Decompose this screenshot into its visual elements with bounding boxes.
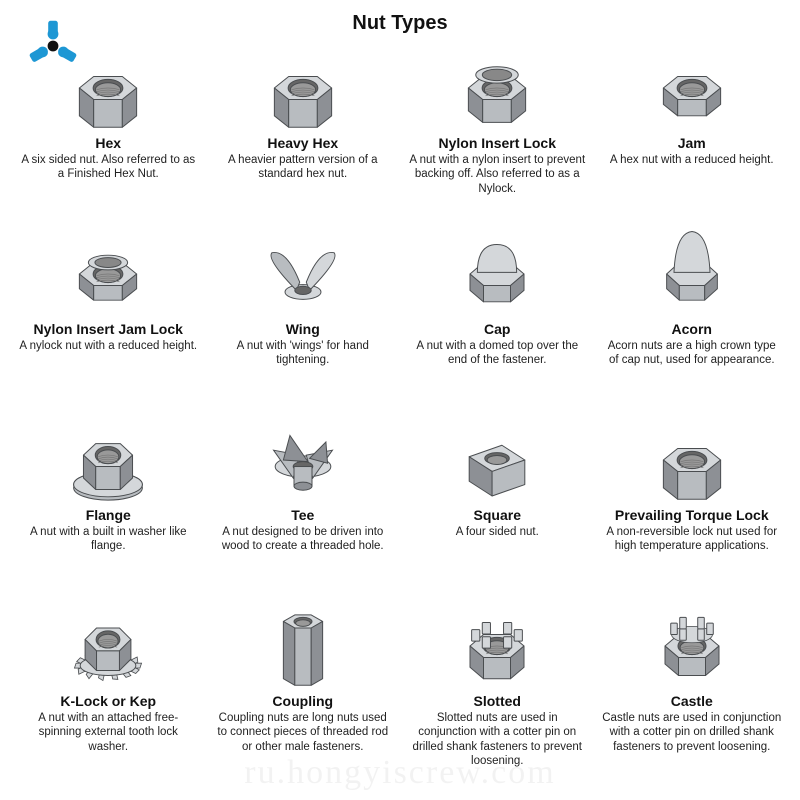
nut-illustration (642, 229, 742, 319)
nut-cell: Heavy Hex A heavier pattern version of a… (209, 43, 398, 223)
nut-cell: Wing A nut with 'wings' for hand tighten… (209, 229, 398, 409)
nut-name: Acorn (672, 321, 712, 337)
nut-name: Nylon Insert Lock (439, 135, 556, 151)
nut-name: Heavy Hex (267, 135, 338, 151)
nut-name: Hex (95, 135, 121, 151)
nut-name: Slotted (474, 693, 521, 709)
nut-description: A nut with an attached free-spinning ext… (14, 711, 203, 754)
nut-illustration (253, 229, 353, 319)
nut-cell: Slotted Slotted nuts are used in conjunc… (403, 601, 592, 781)
nut-illustration (253, 601, 353, 691)
nut-description: A nut with a built in washer like flange… (14, 525, 203, 554)
nut-grid: Hex A six sided nut. Also referred to as… (0, 35, 800, 795)
nut-description: A six sided nut. Also referred to as a F… (14, 153, 203, 182)
nut-name: Prevailing Torque Lock (615, 507, 769, 523)
nut-cell: Square A four sided nut. (403, 415, 592, 595)
brand-logo (18, 10, 88, 70)
nut-name: K-Lock or Kep (60, 693, 156, 709)
nut-illustration (447, 229, 547, 319)
nut-cell: Hex A six sided nut. Also referred to as… (14, 43, 203, 223)
nut-description: A four sided nut. (452, 525, 543, 539)
nut-name: Jam (678, 135, 706, 151)
nut-illustration (58, 601, 158, 691)
page-title: Nut Types (0, 0, 800, 35)
nut-name: Square (474, 507, 521, 523)
nut-description: A nylock nut with a reduced height. (15, 339, 201, 353)
nut-name: Cap (484, 321, 510, 337)
nut-cell: Tee A nut designed to be driven into woo… (209, 415, 398, 595)
nut-name: Nylon Insert Jam Lock (34, 321, 183, 337)
nut-description: Slotted nuts are used in conjunction wit… (403, 711, 592, 769)
nut-cell: Acorn Acorn nuts are a high crown type o… (598, 229, 787, 409)
nut-illustration (447, 43, 547, 133)
nut-illustration (642, 43, 742, 133)
nut-name: Tee (291, 507, 314, 523)
nut-description: A nut with a nylon insert to prevent bac… (403, 153, 592, 196)
nut-description: A non-reversible lock nut used for high … (598, 525, 787, 554)
nut-illustration (58, 415, 158, 505)
nut-illustration (58, 229, 158, 319)
nut-cell: Flange A nut with a built in washer like… (14, 415, 203, 595)
nut-cell: Nylon Insert Lock A nut with a nylon ins… (403, 43, 592, 223)
nut-illustration (447, 415, 547, 505)
nut-cell: Castle Castle nuts are used in conjuncti… (598, 601, 787, 781)
nut-cell: K-Lock or Kep A nut with an attached fre… (14, 601, 203, 781)
nut-illustration (253, 415, 353, 505)
nut-cell: Coupling Coupling nuts are long nuts use… (209, 601, 398, 781)
nut-description: Coupling nuts are long nuts used to conn… (209, 711, 398, 754)
nut-description: A nut with 'wings' for hand tightening. (209, 339, 398, 368)
nut-description: A hex nut with a reduced height. (606, 153, 778, 167)
nut-name: Flange (86, 507, 131, 523)
nut-illustration (253, 43, 353, 133)
nut-illustration (642, 601, 742, 691)
nut-description: A heavier pattern version of a standard … (209, 153, 398, 182)
nut-illustration (642, 415, 742, 505)
nut-name: Castle (671, 693, 713, 709)
nut-name: Coupling (272, 693, 333, 709)
nut-description: Acorn nuts are a high crown type of cap … (598, 339, 787, 368)
nut-description: A nut designed to be driven into wood to… (209, 525, 398, 554)
nut-cell: Jam A hex nut with a reduced height. (598, 43, 787, 223)
nut-description: Castle nuts are used in conjunction with… (598, 711, 787, 754)
nut-name: Wing (286, 321, 320, 337)
nut-cell: Cap A nut with a domed top over the end … (403, 229, 592, 409)
nut-cell: Nylon Insert Jam Lock A nylock nut with … (14, 229, 203, 409)
nut-description: A nut with a domed top over the end of t… (403, 339, 592, 368)
nut-cell: Prevailing Torque Lock A non-reversible … (598, 415, 787, 595)
nut-illustration (447, 601, 547, 691)
